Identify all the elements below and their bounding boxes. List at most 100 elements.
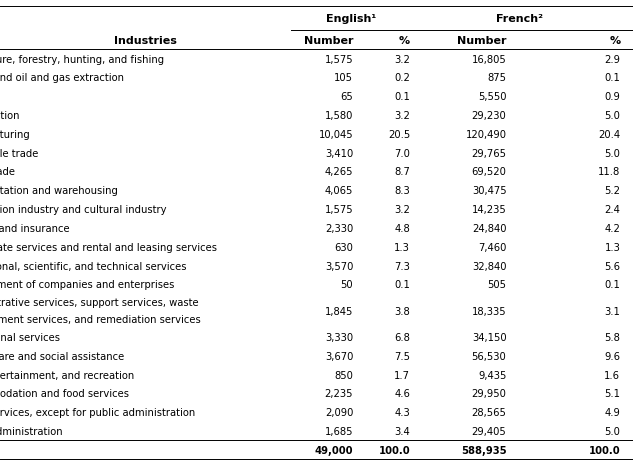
Text: 7.5: 7.5 <box>394 351 410 361</box>
Text: 29,405: 29,405 <box>472 426 506 436</box>
Text: 9,435: 9,435 <box>478 370 506 380</box>
Text: 1,575: 1,575 <box>325 55 353 64</box>
Text: 69,520: 69,520 <box>472 167 506 177</box>
Text: 2,090: 2,090 <box>325 407 353 417</box>
Text: 50: 50 <box>341 280 353 290</box>
Text: 3,410: 3,410 <box>325 148 353 158</box>
Text: 29,230: 29,230 <box>472 111 506 121</box>
Text: 7,460: 7,460 <box>478 242 506 252</box>
Text: 5.1: 5.1 <box>605 388 620 399</box>
Text: Manufacturing: Manufacturing <box>0 130 30 139</box>
Text: 2.4: 2.4 <box>605 205 620 215</box>
Text: 5.0: 5.0 <box>605 426 620 436</box>
Text: 4,065: 4,065 <box>325 186 353 196</box>
Text: 3.2: 3.2 <box>394 205 410 215</box>
Text: 1,575: 1,575 <box>325 205 353 215</box>
Text: 3.1: 3.1 <box>605 306 620 316</box>
Text: Health care and social assistance: Health care and social assistance <box>0 351 124 361</box>
Text: 2,330: 2,330 <box>325 224 353 233</box>
Text: 5.8: 5.8 <box>605 332 620 342</box>
Text: 10,045: 10,045 <box>318 130 353 139</box>
Text: 1,685: 1,685 <box>325 426 353 436</box>
Text: Retail trade: Retail trade <box>0 167 15 177</box>
Text: Finance and insurance: Finance and insurance <box>0 224 70 233</box>
Text: 7.3: 7.3 <box>394 261 410 271</box>
Text: 3.8: 3.8 <box>394 306 410 316</box>
Text: 2,235: 2,235 <box>325 388 353 399</box>
Text: Information industry and cultural industry: Information industry and cultural indust… <box>0 205 166 215</box>
Text: 7.0: 7.0 <box>394 148 410 158</box>
Text: 24,840: 24,840 <box>472 224 506 233</box>
Text: 0.9: 0.9 <box>605 92 620 102</box>
Text: Administrative services, support services, waste: Administrative services, support service… <box>0 298 199 307</box>
Text: 0.1: 0.1 <box>394 92 410 102</box>
Text: 6.8: 6.8 <box>394 332 410 342</box>
Text: %: % <box>609 36 620 46</box>
Text: 5,550: 5,550 <box>478 92 506 102</box>
Text: 4.2: 4.2 <box>605 224 620 233</box>
Text: 1,845: 1,845 <box>325 306 353 316</box>
Text: 30,475: 30,475 <box>472 186 506 196</box>
Text: 3,330: 3,330 <box>325 332 353 342</box>
Text: 4.8: 4.8 <box>394 224 410 233</box>
Text: 5.0: 5.0 <box>605 148 620 158</box>
Text: %: % <box>399 36 410 46</box>
Text: 14,235: 14,235 <box>472 205 506 215</box>
Text: 32,840: 32,840 <box>472 261 506 271</box>
Text: 100.0: 100.0 <box>379 445 410 455</box>
Text: 29,950: 29,950 <box>472 388 506 399</box>
Text: Real estate services and rental and leasing services: Real estate services and rental and leas… <box>0 242 217 252</box>
Text: Professional, scientific, and technical services: Professional, scientific, and technical … <box>0 261 187 271</box>
Text: Construction: Construction <box>0 111 20 121</box>
Text: 3.4: 3.4 <box>394 426 410 436</box>
Text: 875: 875 <box>487 73 506 83</box>
Text: 0.1: 0.1 <box>605 73 620 83</box>
Text: 8.3: 8.3 <box>394 186 410 196</box>
Text: 3.2: 3.2 <box>394 111 410 121</box>
Text: 1.6: 1.6 <box>605 370 620 380</box>
Text: management services, and remediation services: management services, and remediation ser… <box>0 314 201 325</box>
Text: 34,150: 34,150 <box>472 332 506 342</box>
Text: 1.3: 1.3 <box>605 242 620 252</box>
Text: 5.6: 5.6 <box>605 261 620 271</box>
Text: 5.2: 5.2 <box>605 186 620 196</box>
Text: 28,565: 28,565 <box>472 407 506 417</box>
Text: Other services, except for public administration: Other services, except for public admini… <box>0 407 195 417</box>
Text: 4.9: 4.9 <box>605 407 620 417</box>
Text: French²: French² <box>496 14 542 24</box>
Text: 65: 65 <box>341 92 353 102</box>
Text: Number: Number <box>304 36 353 46</box>
Text: 100.0: 100.0 <box>589 445 620 455</box>
Text: 5.0: 5.0 <box>605 111 620 121</box>
Text: Management of companies and enterprises: Management of companies and enterprises <box>0 280 174 290</box>
Text: 4.3: 4.3 <box>394 407 410 417</box>
Text: 2.9: 2.9 <box>605 55 620 64</box>
Text: Public administration: Public administration <box>0 426 63 436</box>
Text: 630: 630 <box>334 242 353 252</box>
Text: Industries: Industries <box>114 36 177 46</box>
Text: Accommodation and food services: Accommodation and food services <box>0 388 129 399</box>
Text: 850: 850 <box>334 370 353 380</box>
Text: 3,670: 3,670 <box>325 351 353 361</box>
Text: 105: 105 <box>334 73 353 83</box>
Text: 29,765: 29,765 <box>472 148 506 158</box>
Text: 120,490: 120,490 <box>465 130 506 139</box>
Text: 20.5: 20.5 <box>388 130 410 139</box>
Text: 18,335: 18,335 <box>472 306 506 316</box>
Text: 0.1: 0.1 <box>394 280 410 290</box>
Text: 9.6: 9.6 <box>605 351 620 361</box>
Text: 505: 505 <box>487 280 506 290</box>
Text: 1.3: 1.3 <box>394 242 410 252</box>
Text: Educational services: Educational services <box>0 332 60 342</box>
Text: Number: Number <box>457 36 506 46</box>
Text: Mining and oil and gas extraction: Mining and oil and gas extraction <box>0 73 124 83</box>
Text: 8.7: 8.7 <box>394 167 410 177</box>
Text: English¹: English¹ <box>325 14 376 24</box>
Text: 16,805: 16,805 <box>472 55 506 64</box>
Text: 4,265: 4,265 <box>325 167 353 177</box>
Text: 3,570: 3,570 <box>325 261 353 271</box>
Text: 56,530: 56,530 <box>472 351 506 361</box>
Text: 20.4: 20.4 <box>598 130 620 139</box>
Text: 0.2: 0.2 <box>394 73 410 83</box>
Text: 3.2: 3.2 <box>394 55 410 64</box>
